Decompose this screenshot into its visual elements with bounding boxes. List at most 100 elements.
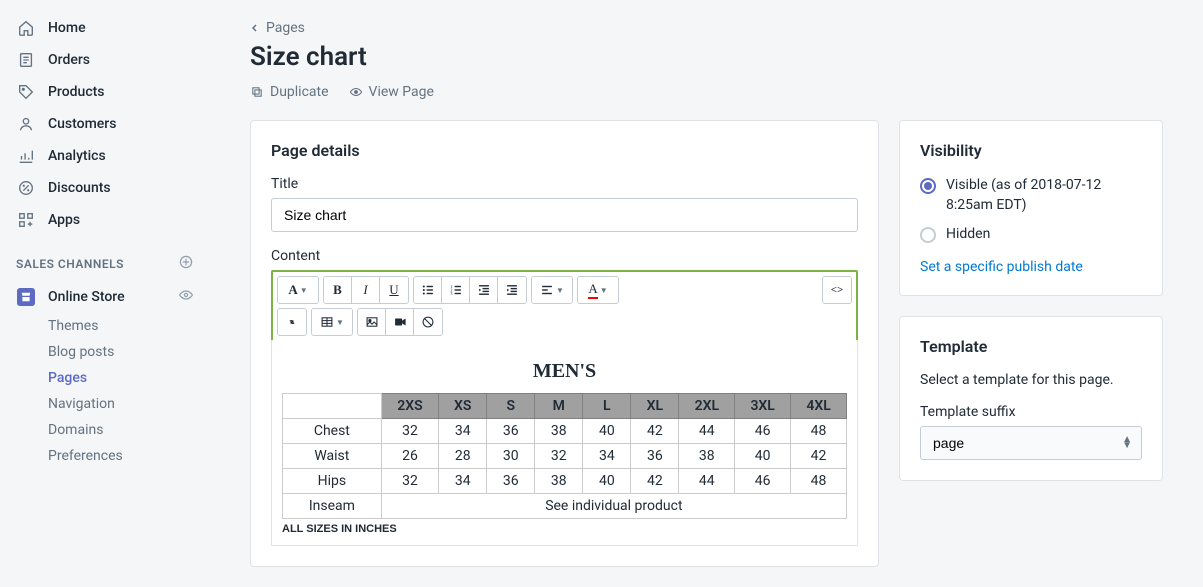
indent-button[interactable]: [498, 277, 526, 303]
radio-icon: [920, 227, 936, 243]
table-note: ALL SIZES IN INCHES: [282, 523, 847, 535]
channel-label: Online Store: [48, 289, 125, 305]
link-button[interactable]: [278, 309, 306, 335]
editor-content-area[interactable]: MEN'S 2XSXSSMLXL2XL3XL4XL Chest323436384…: [271, 340, 858, 546]
visibility-card: Visibility Visible (as of 2018-07-12 8:2…: [899, 120, 1163, 296]
card-title: Visibility: [920, 141, 1142, 160]
table-cell: 32: [381, 419, 439, 444]
numbered-list-button[interactable]: 123: [442, 277, 470, 303]
customers-icon: [16, 114, 36, 134]
channel-online-store[interactable]: Online Store: [0, 281, 210, 313]
table-header-cell: L: [583, 394, 631, 419]
action-label: Duplicate: [270, 84, 329, 100]
add-channel-icon[interactable]: [178, 254, 194, 273]
svg-text:3: 3: [450, 291, 452, 296]
bullet-list-button[interactable]: [414, 277, 442, 303]
align-dropdown[interactable]: ▼: [532, 277, 572, 303]
template-description: Select a template for this page.: [920, 372, 1142, 388]
publish-date-link[interactable]: Set a specific publish date: [920, 259, 1142, 275]
size-table-heading: MEN'S: [282, 360, 847, 383]
radio-icon: [920, 178, 936, 194]
italic-button[interactable]: I: [352, 277, 380, 303]
nav-discounts[interactable]: Discounts: [0, 172, 210, 204]
table-cell: 26: [381, 444, 439, 469]
table-cell: 30: [487, 444, 535, 469]
sub-themes[interactable]: Themes: [48, 313, 210, 339]
nav-home[interactable]: Home: [0, 12, 210, 44]
sub-domains[interactable]: Domains: [48, 417, 210, 443]
template-card: Template Select a template for this page…: [899, 316, 1163, 481]
duplicate-button[interactable]: Duplicate: [250, 84, 329, 100]
table-dropdown[interactable]: ▼: [312, 309, 352, 335]
nav-label: Discounts: [48, 180, 111, 196]
nav-label: Products: [48, 84, 105, 100]
table-cell: 36: [631, 444, 679, 469]
table-header-cell: M: [535, 394, 583, 419]
view-store-icon[interactable]: [178, 287, 194, 307]
nav-label: Analytics: [48, 148, 106, 164]
visibility-visible-option[interactable]: Visible (as of 2018-07-12 8:25am EDT): [920, 176, 1142, 215]
visibility-hidden-option[interactable]: Hidden: [920, 225, 1142, 245]
orders-icon: [16, 50, 36, 70]
underline-button[interactable]: U: [380, 277, 408, 303]
sub-navigation[interactable]: Navigation: [48, 391, 210, 417]
size-table: 2XSXSSMLXL2XL3XL4XL Chest323436384042444…: [282, 393, 847, 519]
bold-button[interactable]: B: [324, 277, 352, 303]
view-page-button[interactable]: View Page: [349, 84, 434, 100]
analytics-icon: [16, 146, 36, 166]
sub-preferences[interactable]: Preferences: [48, 443, 210, 469]
table-cell: 46: [735, 419, 791, 444]
table-cell: 28: [439, 444, 487, 469]
html-button[interactable]: <>: [823, 277, 851, 303]
card-title: Page details: [271, 141, 858, 160]
clear-format-button[interactable]: [414, 309, 442, 335]
chevron-left-icon: [250, 23, 260, 33]
nav-label: Apps: [48, 212, 80, 228]
breadcrumb-label: Pages: [266, 20, 305, 36]
text-color-dropdown[interactable]: A▼: [578, 277, 618, 303]
section-label: SALES CHANNELS: [16, 257, 124, 271]
nav-customers[interactable]: Customers: [0, 108, 210, 140]
title-label: Title: [271, 176, 858, 192]
table-cell: Hips: [283, 469, 382, 494]
eye-icon: [349, 85, 363, 99]
table-header-cell: 2XL: [679, 394, 735, 419]
video-button[interactable]: [386, 309, 414, 335]
radio-label: Visible (as of 2018-07-12 8:25am EDT): [946, 176, 1142, 215]
table-cell: 34: [439, 469, 487, 494]
table-cell: Waist: [283, 444, 382, 469]
table-cell: 46: [735, 469, 791, 494]
outdent-button[interactable]: [470, 277, 498, 303]
table-cell: 40: [735, 444, 791, 469]
table-cell: 42: [791, 444, 847, 469]
table-cell: 38: [535, 419, 583, 444]
table-row: Hips323436384042444648: [283, 469, 847, 494]
table-cell: 42: [631, 419, 679, 444]
format-dropdown[interactable]: A▼: [278, 277, 318, 303]
sub-pages[interactable]: Pages: [48, 365, 210, 391]
image-button[interactable]: [358, 309, 386, 335]
table-cell: 38: [679, 444, 735, 469]
title-input[interactable]: [271, 198, 858, 232]
table-cell: 36: [487, 469, 535, 494]
nav-analytics[interactable]: Analytics: [0, 140, 210, 172]
page-actions: Duplicate View Page: [250, 84, 1163, 100]
store-icon: [16, 287, 36, 307]
nav-apps[interactable]: Apps: [0, 204, 210, 236]
table-cell: 36: [487, 419, 535, 444]
table-cell: 44: [679, 469, 735, 494]
home-icon: [16, 18, 36, 38]
apps-icon: [16, 210, 36, 230]
table-row: Waist262830323436384042: [283, 444, 847, 469]
template-suffix-select[interactable]: page: [920, 426, 1142, 460]
breadcrumb-back[interactable]: Pages: [250, 20, 1163, 36]
page-title: Size chart: [250, 42, 1163, 72]
table-cell: 40: [583, 469, 631, 494]
nav-products[interactable]: Products: [0, 76, 210, 108]
table-header-cell: XS: [439, 394, 487, 419]
table-cell: Inseam: [283, 494, 382, 519]
content-label: Content: [271, 248, 858, 264]
table-cell: Chest: [283, 419, 382, 444]
sub-blog-posts[interactable]: Blog posts: [48, 339, 210, 365]
nav-orders[interactable]: Orders: [0, 44, 210, 76]
